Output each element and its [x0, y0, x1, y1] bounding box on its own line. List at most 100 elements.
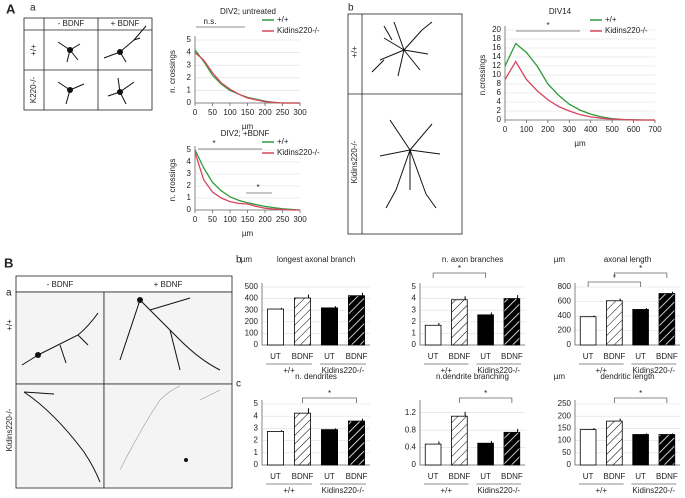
x-tick-label: UT [428, 472, 439, 481]
group-label: Kidins220-/- [477, 366, 520, 375]
series-line [504, 42, 655, 121]
y-tick-label: 5 [412, 282, 417, 291]
x-tick-label: UT [270, 352, 281, 361]
y-tick-label: 1 [412, 329, 417, 338]
bar [293, 412, 311, 466]
x-tick-label: 100 [223, 108, 237, 117]
column-label: - BDNF [47, 280, 74, 289]
y-tick-label: 800 [558, 282, 572, 291]
series-line [194, 149, 301, 211]
y-tick-label: 18 [492, 34, 501, 43]
x-tick-label: BDNF [603, 352, 625, 361]
x-axis-label: µm [242, 229, 254, 238]
x-tick-label: BDNF [448, 472, 470, 481]
y-tick-label: 0 [412, 460, 417, 469]
bar [320, 307, 338, 346]
x-tick-label: 250 [276, 108, 290, 117]
x-tick-label: 150 [241, 108, 255, 117]
y-tick-label: 200 [558, 411, 572, 420]
x-tick-label: 200 [541, 125, 555, 134]
x-tick-label: 600 [627, 125, 641, 134]
y-tick-label: 150 [558, 424, 572, 433]
axis-line [194, 146, 300, 211]
y-tick-label: 0.8 [405, 425, 417, 434]
bar [632, 309, 649, 346]
panel-letter: B [4, 255, 13, 270]
bar [632, 434, 649, 466]
legend-label: Kidins220-/- [605, 26, 648, 35]
chart-title: n. dendrites [295, 372, 337, 381]
series-line [194, 49, 300, 104]
x-tick-label: UT [583, 472, 594, 481]
chart-title: n.dendrite branching [436, 372, 509, 381]
y-tick-label: 0.4 [405, 443, 417, 452]
x-tick-label: BDNF [603, 472, 625, 481]
x-tick-label: 0 [193, 215, 198, 224]
y-tick-label: 10 [492, 70, 501, 79]
y-tick-label: 0 [497, 115, 502, 124]
y-tick-label: 4 [187, 157, 192, 166]
x-tick-label: 100 [520, 125, 534, 134]
legend-label: Kidins220-/- [277, 26, 320, 35]
annotation: * [546, 21, 549, 30]
legend-label: Kidins220-/- [277, 148, 320, 157]
y-tick-label: 4 [412, 294, 417, 303]
x-axis-label: µm [242, 122, 254, 131]
row-label: Kidins220-/- [350, 140, 359, 183]
y-tick-label: 1 [187, 86, 192, 95]
bar [658, 434, 676, 466]
y-tick-label: 200 [245, 317, 259, 326]
chart-title: dendritic length [600, 372, 654, 381]
series-line [194, 52, 300, 104]
annotation: * [256, 183, 259, 192]
y-tick-label: 2 [497, 106, 502, 115]
x-tick-label: 500 [605, 125, 619, 134]
x-tick-label: 400 [584, 125, 598, 134]
significance-bracket [613, 397, 668, 403]
series-line [194, 152, 300, 211]
panel-letter: b [348, 3, 354, 14]
group-label: Kidins220-/- [322, 486, 365, 495]
bar [503, 431, 521, 466]
y-tick-label: 4 [497, 97, 502, 106]
y-tick-label: 2 [187, 73, 192, 82]
chart-title: DIV2; untreated [220, 7, 276, 16]
row-label: +/+ [350, 46, 359, 58]
bar [347, 295, 365, 346]
legend-label: +/+ [605, 15, 617, 24]
y-tick-label: 3 [412, 305, 417, 314]
annotation: * [484, 389, 487, 398]
group-label: +/+ [283, 366, 295, 375]
y-tick-label: 600 [558, 297, 572, 306]
significance-bracket [458, 397, 513, 403]
x-tick-label: BDNF [346, 352, 368, 361]
significance-bracket [613, 272, 668, 278]
series-line [504, 60, 655, 121]
x-tick-label: UT [583, 352, 594, 361]
group-label: +/+ [283, 486, 295, 495]
x-tick-label: 250 [276, 215, 290, 224]
y-tick-label: 3 [187, 169, 192, 178]
bar [579, 429, 597, 466]
group-label: Kidins220-/- [632, 366, 675, 375]
y-tick-label: 50 [562, 448, 571, 457]
bar [424, 443, 442, 466]
y-tick-label: 100 [245, 329, 259, 338]
bar [347, 420, 365, 466]
y-tick-label: 250 [558, 399, 572, 408]
x-tick-label: BDNF [292, 352, 314, 361]
bar [477, 442, 494, 466]
x-tick-label: BDNF [448, 352, 470, 361]
chart-title: longest axonal branch [277, 255, 355, 264]
y-tick-label: 5 [187, 145, 192, 154]
x-tick-label: BDNF [501, 352, 523, 361]
x-tick-label: UT [480, 472, 491, 481]
x-tick-label: 0 [193, 108, 198, 117]
y-tick-label: 400 [558, 311, 572, 320]
group-label: Kidins220-/- [322, 366, 365, 375]
y-tick-label: 5 [187, 35, 192, 44]
tracing-panel [347, 13, 463, 235]
y-tick-label: 4 [187, 48, 192, 57]
annotation: * [328, 389, 331, 398]
group-label: Kidins220-/- [477, 486, 520, 495]
